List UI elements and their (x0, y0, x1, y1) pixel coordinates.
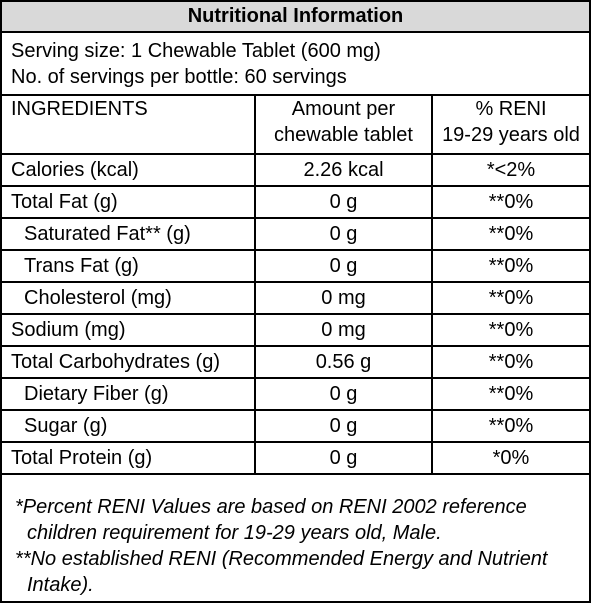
ingredient-reni: **0% (431, 217, 589, 251)
ingredient-reni: **0% (431, 249, 589, 283)
footnote-no-reni: **No established RENI (Recommended Energ… (15, 548, 548, 596)
ingredient-name: Cholesterol (mg) (2, 281, 256, 315)
ingredient-amount: 0 mg (254, 313, 433, 347)
header-reni: % RENI 19-29 years old (431, 96, 589, 155)
ingredient-reni: **0% (431, 185, 589, 219)
ingredient-amount: 0 g (254, 217, 433, 251)
nutrition-table: INGREDIENTS Amount per chewable tablet %… (2, 96, 589, 475)
header-amount-line1: Amount per (291, 98, 396, 120)
ingredient-amount: 0 mg (254, 281, 433, 315)
header-amount: Amount per chewable tablet (254, 96, 433, 155)
header-ingredients: INGREDIENTS (2, 96, 256, 155)
ingredient-reni: **0% (431, 345, 589, 379)
table-row: Sodium (mg) 0 mg **0% (2, 313, 589, 347)
ingredient-name: Calories (kcal) (2, 153, 256, 187)
table-row: Saturated Fat** (g) 0 g **0% (2, 217, 589, 251)
header-amount-line2: chewable tablet (274, 124, 413, 146)
ingredient-amount: 0 g (254, 185, 433, 219)
ingredient-reni: **0% (431, 281, 589, 315)
ingredient-amount: 0 g (254, 409, 433, 443)
serving-size: Serving size: 1 Chewable Tablet (600 mg) (11, 40, 381, 62)
ingredient-reni: **0% (431, 409, 589, 443)
table-row: Cholesterol (mg) 0 mg **0% (2, 281, 589, 315)
ingredient-name: Saturated Fat** (g) (2, 217, 256, 251)
table-row: Sugar (g) 0 g **0% (2, 409, 589, 443)
ingredient-amount: 0.56 g (254, 345, 433, 379)
footnote-reni-basis: *Percent RENI Values are based on RENI 2… (15, 496, 527, 544)
ingredient-reni: *<2% (431, 153, 589, 187)
table-header-row: INGREDIENTS Amount per chewable tablet %… (2, 96, 589, 155)
table-row: Total Protein (g) 0 g *0% (2, 441, 589, 475)
ingredient-reni: **0% (431, 313, 589, 347)
ingredient-amount: 0 g (254, 377, 433, 411)
header-reni-line2: 19-29 years old (442, 124, 580, 146)
header-ingredients-label: INGREDIENTS (11, 98, 148, 120)
footnotes: *Percent RENI Values are based on RENI 2… (2, 489, 589, 601)
ingredient-amount: 2.26 kcal (254, 153, 433, 187)
panel-title: Nutritional Information (2, 2, 589, 33)
ingredient-reni: **0% (431, 377, 589, 411)
table-row: Trans Fat (g) 0 g **0% (2, 249, 589, 283)
serving-info: Serving size: 1 Chewable Tablet (600 mg)… (2, 33, 589, 96)
servings-per-bottle: No. of servings per bottle: 60 servings (11, 66, 347, 88)
table-row: Total Carbohydrates (g) 0.56 g **0% (2, 345, 589, 379)
table-row: Dietary Fiber (g) 0 g **0% (2, 377, 589, 411)
ingredient-name: Total Fat (g) (2, 185, 256, 219)
header-reni-line1: % RENI (475, 98, 547, 120)
table-row: Calories (kcal) 2.26 kcal *<2% (2, 153, 589, 187)
ingredient-name: Total Protein (g) (2, 441, 256, 475)
table-row: Total Fat (g) 0 g **0% (2, 185, 589, 219)
ingredient-amount: 0 g (254, 441, 433, 475)
ingredient-name: Trans Fat (g) (2, 249, 256, 283)
ingredient-reni: *0% (431, 441, 589, 475)
ingredient-name: Sugar (g) (2, 409, 256, 443)
ingredient-name: Sodium (mg) (2, 313, 256, 347)
ingredient-amount: 0 g (254, 249, 433, 283)
ingredient-name: Total Carbohydrates (g) (2, 345, 256, 379)
ingredient-name: Dietary Fiber (g) (2, 377, 256, 411)
